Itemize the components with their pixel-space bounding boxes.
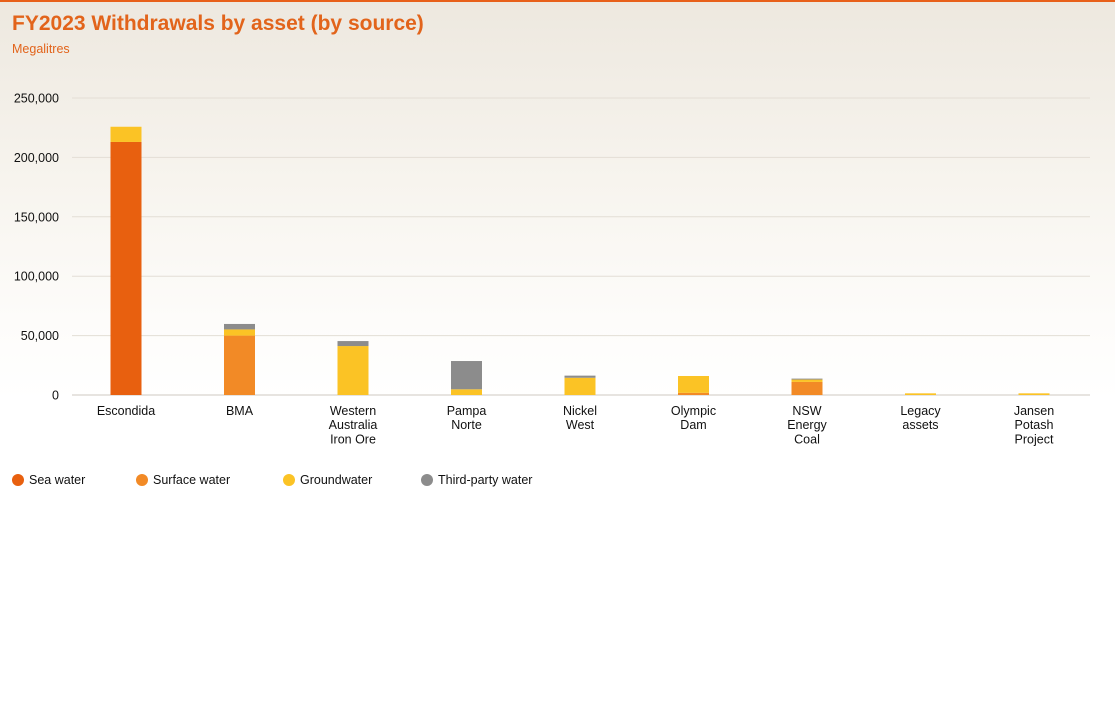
bar-segment	[224, 335, 255, 395]
x-tick-label: Legacy assets	[900, 404, 941, 432]
x-tick-label: Nickel West	[563, 404, 597, 432]
stacked-bar-chart: 0 50,000 100,000 150,000 200,000 250,000 Esco…	[14, 92, 1090, 446]
bar-segment	[564, 377, 596, 395]
y-tick-label: 100,000	[14, 270, 59, 284]
x-tick-label: NSW Energy Coal	[787, 404, 827, 446]
y-tick-label: 50,000	[21, 329, 59, 343]
legend-label: Sea water	[29, 473, 86, 487]
bar-segment	[1018, 393, 1050, 395]
bar-segment	[564, 375, 596, 378]
x-tick-label: BMA	[226, 404, 254, 418]
legend-swatch	[136, 474, 148, 486]
y-tick-label: 250,000	[14, 92, 59, 106]
x-tick-label: Western Australia Iron Ore	[329, 404, 378, 446]
x-tick-label: Olympic Dam	[671, 404, 716, 432]
bar-segment	[791, 378, 823, 380]
x-tick-label: Pampa Norte	[447, 404, 487, 432]
legend-swatch	[421, 474, 433, 486]
legend-label: Third-party water	[438, 473, 533, 487]
bar-segment	[791, 381, 823, 395]
bar-segment	[791, 379, 823, 382]
y-axis-ticks: 0 50,000 100,000 150,000 200,000 250,000	[14, 92, 59, 403]
x-axis-ticks: Escondida BMA Western Australia Iron Ore Pamp…	[97, 404, 1054, 446]
x-tick-label: Escondida	[97, 404, 155, 418]
legend-swatch	[283, 474, 295, 486]
bar-segment	[451, 389, 482, 395]
legend-swatch	[12, 474, 24, 486]
bar-segment	[905, 393, 936, 395]
y-tick-label: 200,000	[14, 151, 59, 165]
legend-label: Surface water	[153, 473, 231, 487]
top-accent-bar	[0, 0, 1115, 2]
bar-segment	[110, 126, 142, 142]
bar-segment	[451, 361, 482, 390]
y-tick-label: 0	[52, 389, 59, 403]
x-tick-label: Jansen Potash Project	[1014, 404, 1054, 446]
chart-title: FY2023 Withdrawals by asset (by source)	[12, 12, 424, 35]
chart-subtitle: Megalitres	[12, 42, 70, 56]
bar-segment	[337, 341, 369, 347]
bar-segment	[110, 141, 142, 395]
bar-segment	[337, 346, 369, 395]
legend-label: Groundwater	[300, 473, 373, 487]
bar-segment	[224, 323, 255, 330]
y-tick-label: 150,000	[14, 210, 59, 224]
bar-segment	[224, 329, 255, 336]
bar-segment	[678, 375, 709, 393]
bars	[110, 126, 1050, 395]
bar-segment	[678, 392, 709, 395]
